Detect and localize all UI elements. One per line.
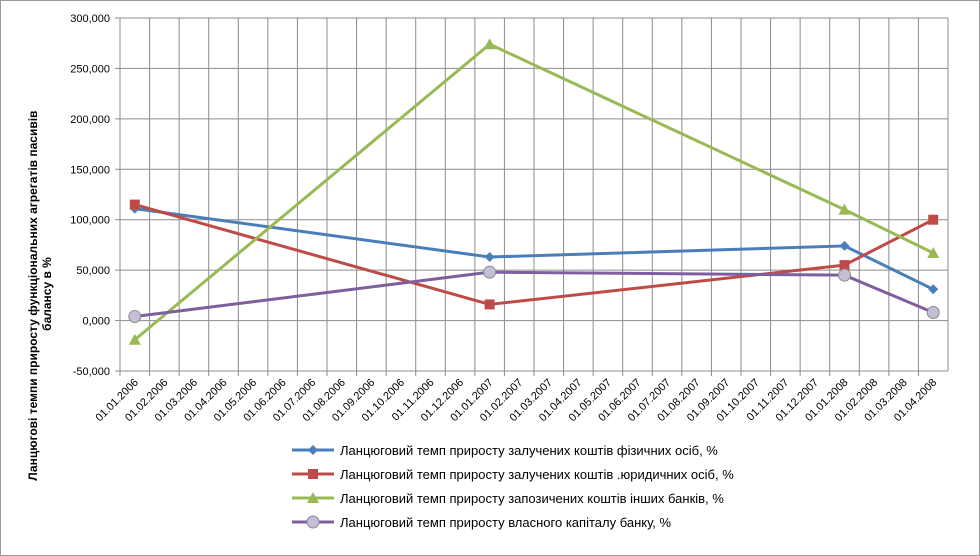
x-tick-labels: 01.01.200601.02.200601.03.200601.04.2006… — [93, 377, 939, 424]
y-tick-label: 100,000 — [70, 215, 110, 227]
legend-item: Ланцюговий темп приросту залучених кошті… — [292, 462, 812, 486]
legend-label: Ланцюговий темп приросту залучених кошті… — [340, 466, 734, 482]
data-point-square — [928, 214, 939, 225]
data-point-square — [484, 299, 495, 310]
legend-marker-circle — [306, 515, 320, 529]
legend-marker-triangle — [307, 492, 319, 503]
legend-item: Ланцюговий темп приросту запозичених кош… — [292, 486, 812, 510]
data-point-triangle — [838, 203, 851, 215]
legend-swatch-triangle — [292, 492, 334, 503]
series-line — [133, 42, 934, 341]
series-3 — [128, 38, 940, 345]
y-tick-label: 200,000 — [70, 114, 110, 126]
y-tick-label: 150,000 — [70, 164, 110, 176]
grid — [120, 17, 949, 372]
data-point-square — [839, 260, 850, 271]
legend-swatch-square — [292, 469, 334, 479]
data-point-triangle — [128, 333, 141, 345]
y-tick-label: 50,000 — [76, 265, 110, 277]
series-line — [134, 203, 934, 306]
y-tick-label: 0,000 — [82, 316, 110, 328]
y-tick-label: 300,000 — [70, 13, 110, 25]
data-point-triangle — [927, 246, 940, 258]
series — [128, 38, 940, 345]
y-tick-label: 250,000 — [70, 63, 110, 75]
series-line — [134, 270, 934, 319]
legend-label: Ланцюговий темп приросту запозичених кош… — [340, 490, 724, 506]
data-point-diamond — [839, 240, 850, 251]
legend-marker-diamond — [308, 445, 318, 455]
data-point-diamond — [484, 252, 495, 263]
legend-label: Ланцюговий темп приросту залучених кошті… — [340, 442, 718, 458]
y-tick-labels: -50,000 0,000 50,000 100,000 150,000 200,000 2… — [70, 13, 110, 378]
data-point-triangle — [483, 38, 496, 50]
legend-label: Ланцюговий темп приросту власного капіта… — [340, 514, 672, 530]
data-point-circle — [128, 310, 142, 324]
legend-swatch-circle — [292, 515, 334, 529]
axes — [115, 17, 948, 376]
series-line — [134, 207, 934, 291]
legend-swatch-diamond — [292, 445, 334, 455]
series-2 — [129, 199, 939, 310]
data-point-square — [129, 199, 140, 210]
data-point-circle — [838, 268, 851, 282]
data-point-diamond — [928, 284, 939, 295]
y-tick-label: -50,000 — [73, 366, 110, 378]
data-point-circle — [483, 265, 497, 279]
legend-marker-square — [308, 469, 318, 479]
y-axis-label-line-1: Ланцюгові темпи приросту функціональних … — [26, 111, 40, 481]
y-axis-label-line-2: балансу в % — [40, 257, 54, 331]
legend-item: Ланцюговий темп приросту залучених кошті… — [292, 438, 812, 462]
series-4 — [128, 265, 940, 324]
legend-item: Ланцюговий темп приросту власного капіта… — [292, 510, 812, 534]
legend: Ланцюговий темп приросту залучених кошті… — [292, 438, 812, 534]
y-axis-label: Ланцюгові темпи приросту функціональних … — [26, 107, 54, 481]
data-point-circle — [926, 306, 940, 320]
